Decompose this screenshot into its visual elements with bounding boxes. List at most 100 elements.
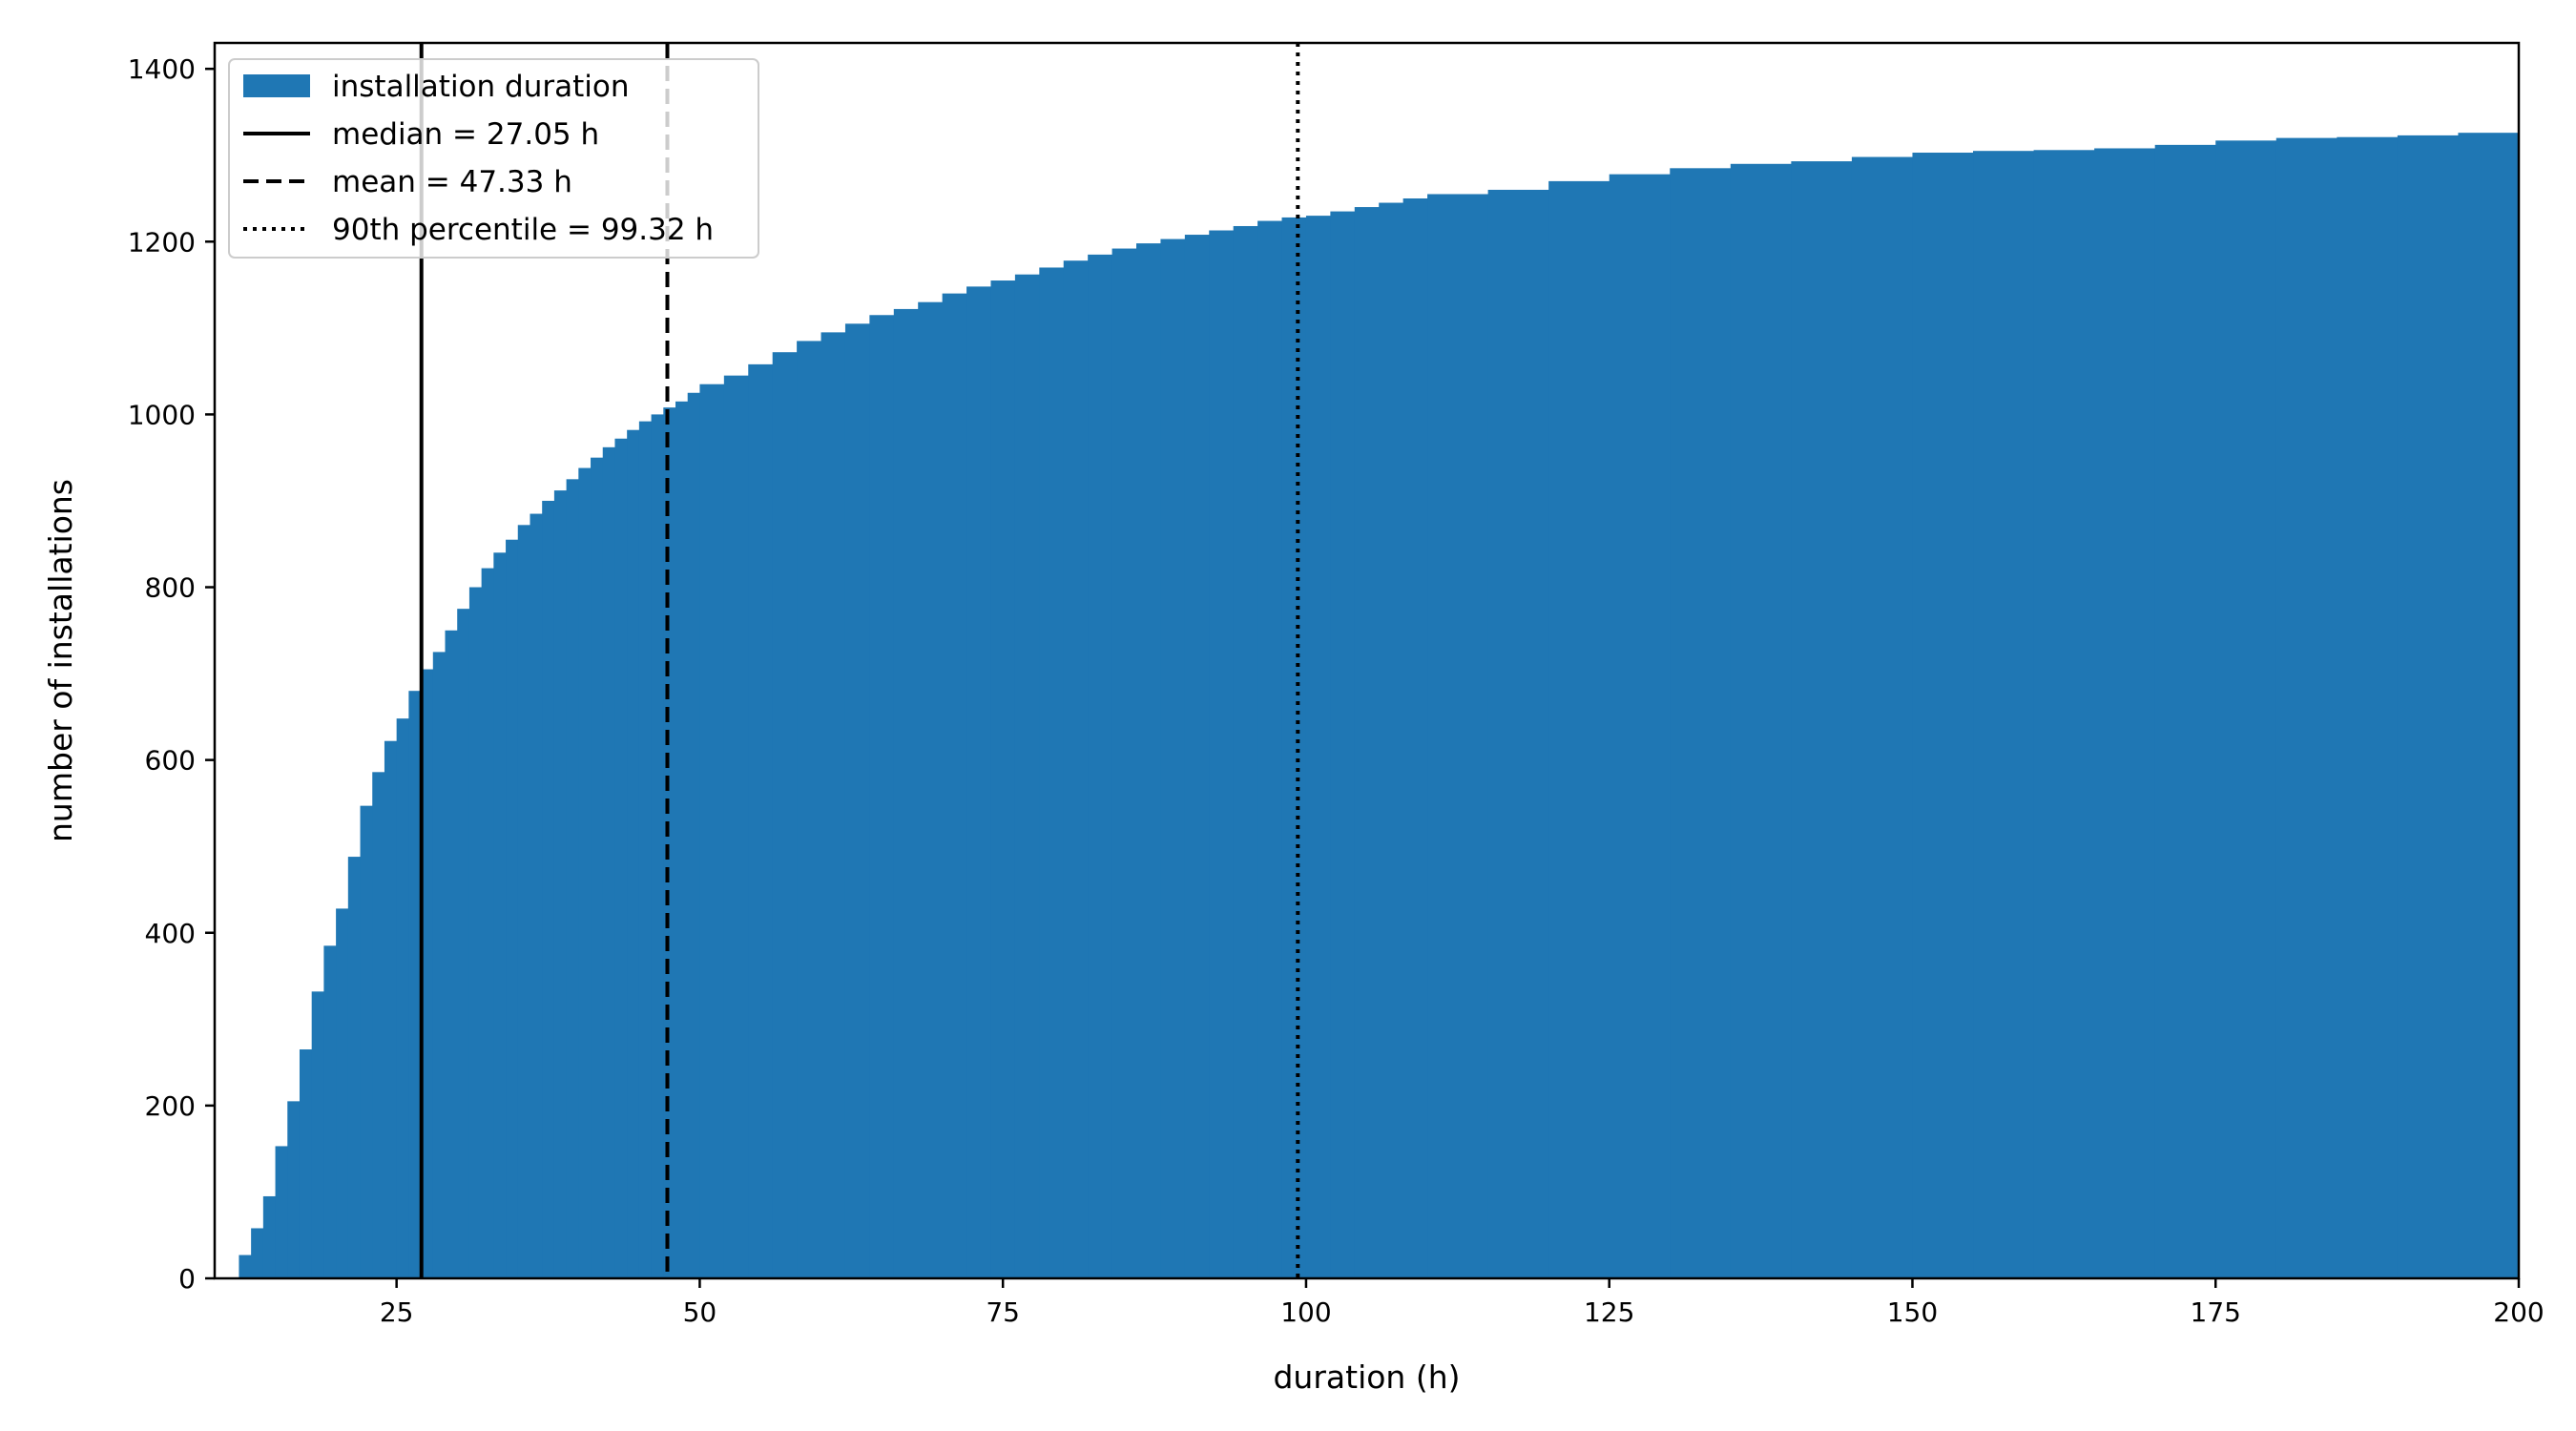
histogram-bar: [1305, 216, 1331, 1278]
y-axis-label: number of installations: [42, 479, 79, 842]
histogram-bar: [651, 414, 664, 1278]
legend-swatch-histogram: [243, 74, 310, 97]
x-tick-label: 25: [380, 1296, 414, 1328]
legend-label-histogram: installation duration: [332, 70, 629, 104]
histogram-bar: [723, 375, 749, 1279]
histogram-bar: [966, 286, 992, 1278]
histogram-bar: [627, 429, 640, 1278]
histogram-bar: [287, 1101, 301, 1278]
histogram-bar: [663, 407, 676, 1278]
histogram-bar: [1912, 153, 1974, 1278]
y-tick-label: 1200: [128, 226, 196, 258]
histogram-bars: [239, 133, 2520, 1279]
histogram-bar: [1973, 151, 2035, 1278]
histogram-bar: [1670, 168, 1732, 1279]
histogram-bar: [1730, 163, 1792, 1279]
histogram-bar: [251, 1228, 264, 1278]
histogram-bar: [432, 652, 447, 1278]
histogram-bar: [323, 945, 337, 1278]
y-tick-label: 200: [145, 1090, 196, 1122]
histogram-bar: [942, 293, 967, 1279]
y-axis-ticks: 0 200 400 600 800 1000 1200 1400: [128, 53, 215, 1295]
histogram-bar: [578, 467, 592, 1278]
histogram-bar: [262, 1195, 277, 1278]
histogram-bar: [1487, 189, 1549, 1278]
histogram-bar: [638, 421, 653, 1278]
histogram-bar: [602, 446, 616, 1278]
x-axis-label: duration (h): [1273, 1358, 1460, 1396]
histogram-bar: [566, 479, 579, 1278]
histogram-bar: [844, 323, 870, 1278]
histogram-bar: [1111, 248, 1137, 1278]
histogram-bar: [493, 552, 507, 1278]
histogram-bar: [1548, 180, 1610, 1278]
histogram-bar: [372, 772, 385, 1278]
y-tick-label: 800: [145, 572, 196, 604]
histogram-bar: [2337, 136, 2399, 1278]
histogram-bar: [506, 539, 519, 1278]
histogram-bar: [1233, 225, 1258, 1279]
histogram-bar: [421, 669, 434, 1278]
histogram-bar: [2215, 140, 2277, 1279]
histogram-bar: [675, 401, 689, 1279]
histogram-bar: [2094, 148, 2156, 1278]
histogram-bar: [553, 490, 568, 1278]
legend-label-mean: mean = 47.33 h: [332, 165, 572, 199]
histogram-bar: [384, 740, 398, 1278]
histogram-bar: [1402, 198, 1428, 1279]
histogram-bar: [347, 857, 362, 1278]
y-tick-label: 600: [145, 745, 196, 777]
histogram-bar: [468, 587, 483, 1278]
y-tick-label: 400: [145, 918, 196, 949]
histogram-bar: [614, 438, 628, 1279]
histogram-bar: [517, 525, 531, 1278]
histogram-bar: [2154, 144, 2216, 1279]
legend-label-median: median = 27.05 h: [332, 117, 599, 152]
histogram-bar: [1014, 274, 1040, 1278]
histogram-bar: [772, 352, 798, 1279]
histogram-bar: [1791, 161, 1853, 1279]
histogram-bar: [748, 363, 774, 1279]
histogram-bar: [2458, 133, 2520, 1278]
x-tick-label: 150: [1887, 1296, 1938, 1328]
y-tick-label: 1000: [128, 399, 196, 430]
legend-label-90th-percentile: 90th percentile = 99.32 h: [332, 213, 714, 247]
x-tick-label: 200: [2493, 1296, 2544, 1328]
histogram-bar: [1088, 254, 1113, 1279]
legend-box: [228, 58, 759, 259]
histogram-bar: [2397, 135, 2460, 1279]
histogram-bar: [2033, 150, 2095, 1278]
histogram-bar: [239, 1255, 252, 1278]
histogram-bar: [481, 568, 494, 1278]
x-tick-label: 125: [1584, 1296, 1634, 1328]
histogram-bar: [1209, 230, 1235, 1278]
histogram-bar: [1609, 174, 1671, 1278]
histogram-bar: [445, 630, 458, 1278]
histogram-bar: [1063, 260, 1089, 1279]
legend: installation duration median = 27.05 h m…: [228, 58, 759, 259]
histogram-bar: [699, 384, 725, 1278]
histogram-bar: [797, 341, 822, 1279]
histogram-bar: [1427, 194, 1489, 1279]
histogram-bar: [530, 513, 543, 1278]
histogram-bar: [1281, 217, 1307, 1279]
histogram-bar: [1330, 211, 1356, 1278]
histogram-bar: [408, 691, 422, 1278]
histogram-bar: [918, 301, 944, 1278]
x-tick-label: 100: [1280, 1296, 1331, 1328]
histogram-bar: [2275, 137, 2337, 1279]
plot-frame: [213, 41, 2521, 1280]
histogram-bar: [311, 991, 324, 1278]
histogram-bar: [360, 805, 373, 1278]
histogram-bar: [990, 280, 1016, 1278]
x-tick-label: 75: [986, 1296, 1020, 1328]
histogram-bar: [687, 392, 701, 1278]
histogram-bar: [1354, 207, 1380, 1278]
y-tick-label: 1400: [128, 53, 196, 85]
histogram-bar: [869, 315, 895, 1279]
histogram-bar: [1379, 202, 1404, 1279]
histogram-bar: [1039, 267, 1065, 1278]
histogram-bar: [591, 457, 604, 1278]
histogram-bar: [893, 308, 919, 1278]
